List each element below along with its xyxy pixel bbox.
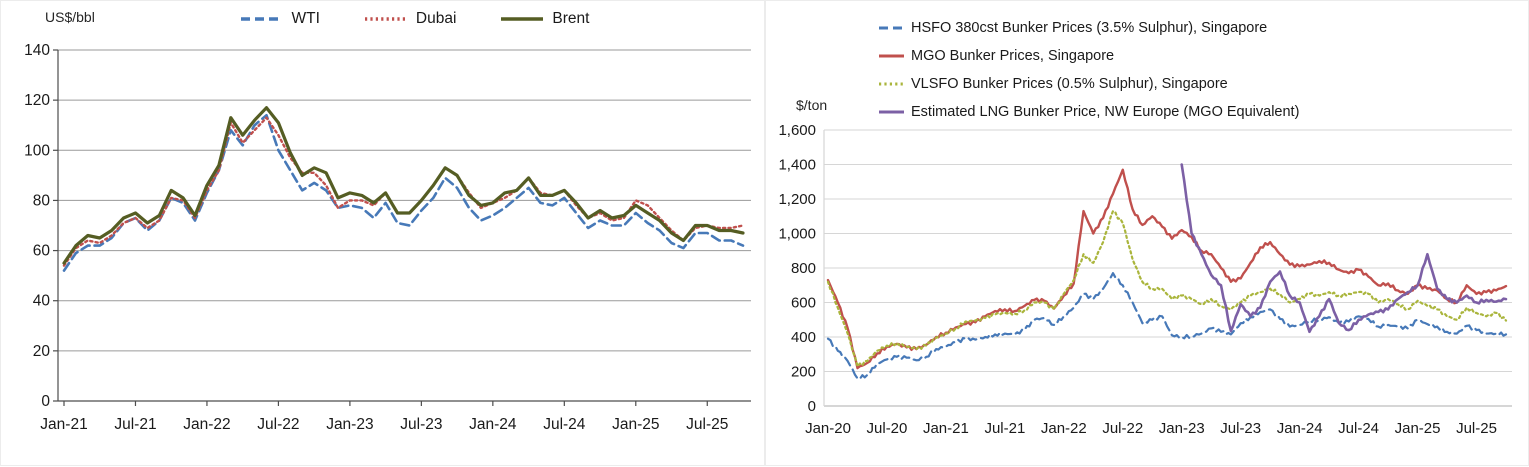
legend-swatch-mgo-bunker-prices-singapore (879, 54, 904, 58)
bunker-price-chart-panel: 0 200 400 600 800 1,000 1,200 1,400 1,600 Jan-20 J… (765, 0, 1529, 466)
x-tick-label: Jan-23 (326, 416, 373, 433)
y-tick-label: 60 (33, 243, 51, 260)
x-tick-label: Jan-25 (612, 416, 659, 433)
x-tick-labels: Jan-20 Jul-20 Jan-21 Jul-21 Jan-22 Jul-22 Jan-… (805, 420, 1497, 437)
legend-swatch-hsfo-380cst-bunker-prices-3-5-sulphur-si (879, 26, 904, 30)
legend-label-wti: WTI (291, 10, 320, 27)
legend-label-dubai: Dubai (415, 10, 457, 27)
legend-item-dubai: Dubai (364, 10, 457, 28)
series-line-mgo-bunker-prices-singapore (826, 168, 1508, 370)
y-tick-label: 200 (791, 364, 816, 381)
x-tick-label: Jan-24 (469, 416, 517, 433)
crude-oil-chart-legend: WTI Dubai Brent (33, 10, 796, 28)
y-tick-label: 40 (33, 293, 51, 310)
y-tick-label: 0 (808, 398, 816, 415)
y-tick-label: 100 (24, 142, 50, 159)
legend-swatch-wti (240, 17, 283, 21)
x-tick-label: Jul-25 (1456, 420, 1497, 437)
y-tick-label: 120 (24, 92, 50, 109)
legend-item-vlsfo-bunker-prices-0-5-sulphur-singapor: VLSFO Bunker Prices (0.5% Sulphur), Sing… (878, 70, 1299, 98)
x-tick-label: Jan-25 (1395, 420, 1441, 437)
y-tick-label: 600 (791, 295, 816, 312)
legend-swatch-brent (501, 17, 544, 21)
x-tick-label: Jul-23 (400, 416, 442, 433)
y-tick-label: 400 (791, 329, 816, 346)
y-gridlines (824, 129, 1512, 372)
series-line-brent (62, 106, 745, 265)
x-tick-label: Jul-25 (686, 416, 728, 433)
legend-swatch-vlsfo-bunker-prices-0-5-sulphur-singapor (879, 82, 904, 86)
x-tick-label: Jul-23 (1220, 420, 1261, 437)
y-tick-label: 20 (33, 343, 51, 360)
bunker-chart-legend: HSFO 380cst Bunker Prices (3.5% Sulphur)… (878, 14, 1299, 126)
series-lines (62, 106, 745, 272)
series-line-vlsfo-bunker-prices-0-5-sulphur-singapor (826, 210, 1508, 368)
y-axis-unit-label: US$/bbl (45, 9, 95, 25)
x-tick-label: Jul-22 (1102, 420, 1143, 437)
crude-oil-chart-canvas: 0 20 40 60 80 100 120 140 Jan-21 Jul-21 Jan-22 Jul-… (24, 42, 751, 433)
x-tick-label: Jan-21 (923, 420, 969, 437)
x-tick-label: Jul-24 (1338, 420, 1379, 437)
y-tick-label: 1,200 (778, 191, 816, 208)
legend-item-mgo-bunker-prices-singapore: MGO Bunker Prices, Singapore (878, 42, 1299, 70)
legend-item-estimated-lng-bunker-price-nw-europe-mgo: Estimated LNG Bunker Price, NW Europe (M… (878, 98, 1299, 126)
y-tick-label: 140 (24, 42, 50, 59)
series-line-wti (62, 113, 745, 272)
x-tick-label: Jul-24 (543, 416, 586, 433)
legend-label-estimated-lng-bunker-price-nw-europe-mgo: Estimated LNG Bunker Price, NW Europe (M… (911, 104, 1300, 120)
y-tick-label: 1,600 (778, 122, 816, 139)
y-axis-unit-label: $/ton (796, 97, 828, 113)
y-tick-labels: 0 200 400 600 800 1,000 1,200 1,400 1,600 (778, 122, 816, 415)
x-tick-label: Jul-21 (984, 420, 1025, 437)
x-tick-labels: Jan-21 Jul-21 Jan-22 Jul-22 Jan-23 Jul-23 Jan-… (40, 401, 728, 433)
series-line-dubai (62, 116, 745, 267)
x-tick-label: Jul-22 (257, 416, 299, 433)
legend-label-brent: Brent (552, 10, 590, 27)
crude-oil-price-chart-panel: 0 20 40 60 80 100 120 140 Jan-21 Jul-21 Jan-22 Jul-… (0, 0, 765, 466)
series-line-estimated-lng-bunker-price-nw-europe-mgo (1180, 163, 1508, 334)
x-tick-label: Jan-22 (1041, 420, 1087, 437)
legend-label-mgo-bunker-prices-singapore: MGO Bunker Prices, Singapore (911, 48, 1115, 64)
axes (823, 130, 1512, 407)
legend-item-wti: WTI (240, 10, 320, 28)
y-tick-label: 800 (791, 260, 816, 277)
y-tick-label: 0 (41, 393, 50, 410)
x-tick-label: Jan-20 (805, 420, 851, 437)
legend-swatch-dubai (364, 17, 407, 21)
legend-item-brent: Brent (500, 10, 589, 28)
x-tick-label: Jan-23 (1159, 420, 1205, 437)
legend-label-hsfo-380cst-bunker-prices-3-5-sulphur-si: HSFO 380cst Bunker Prices (3.5% Sulphur)… (911, 20, 1268, 36)
x-tick-label: Jan-21 (40, 416, 87, 433)
x-tick-label: Jan-22 (183, 416, 230, 433)
y-tick-label: 1,400 (778, 157, 816, 174)
series-line-hsfo-380cst-bunker-prices-3-5-sulphur-si (826, 272, 1508, 380)
y-tick-label: 80 (33, 192, 51, 209)
y-tick-labels: 0 20 40 60 80 100 120 140 (24, 42, 50, 410)
x-tick-label: Jul-20 (867, 420, 908, 437)
y-gridlines (53, 49, 751, 402)
legend-label-vlsfo-bunker-prices-0-5-sulphur-singapor: VLSFO Bunker Prices (0.5% Sulphur), Sing… (911, 76, 1228, 92)
x-tick-label: Jul-21 (114, 416, 156, 433)
legend-swatch-estimated-lng-bunker-price-nw-europe-mgo (879, 110, 904, 114)
y-tick-label: 1,000 (778, 226, 816, 243)
x-tick-label: Jan-24 (1277, 420, 1323, 437)
series-lines (826, 163, 1508, 380)
legend-item-hsfo-380cst-bunker-prices-3-5-sulphur-si: HSFO 380cst Bunker Prices (3.5% Sulphur)… (878, 14, 1299, 42)
